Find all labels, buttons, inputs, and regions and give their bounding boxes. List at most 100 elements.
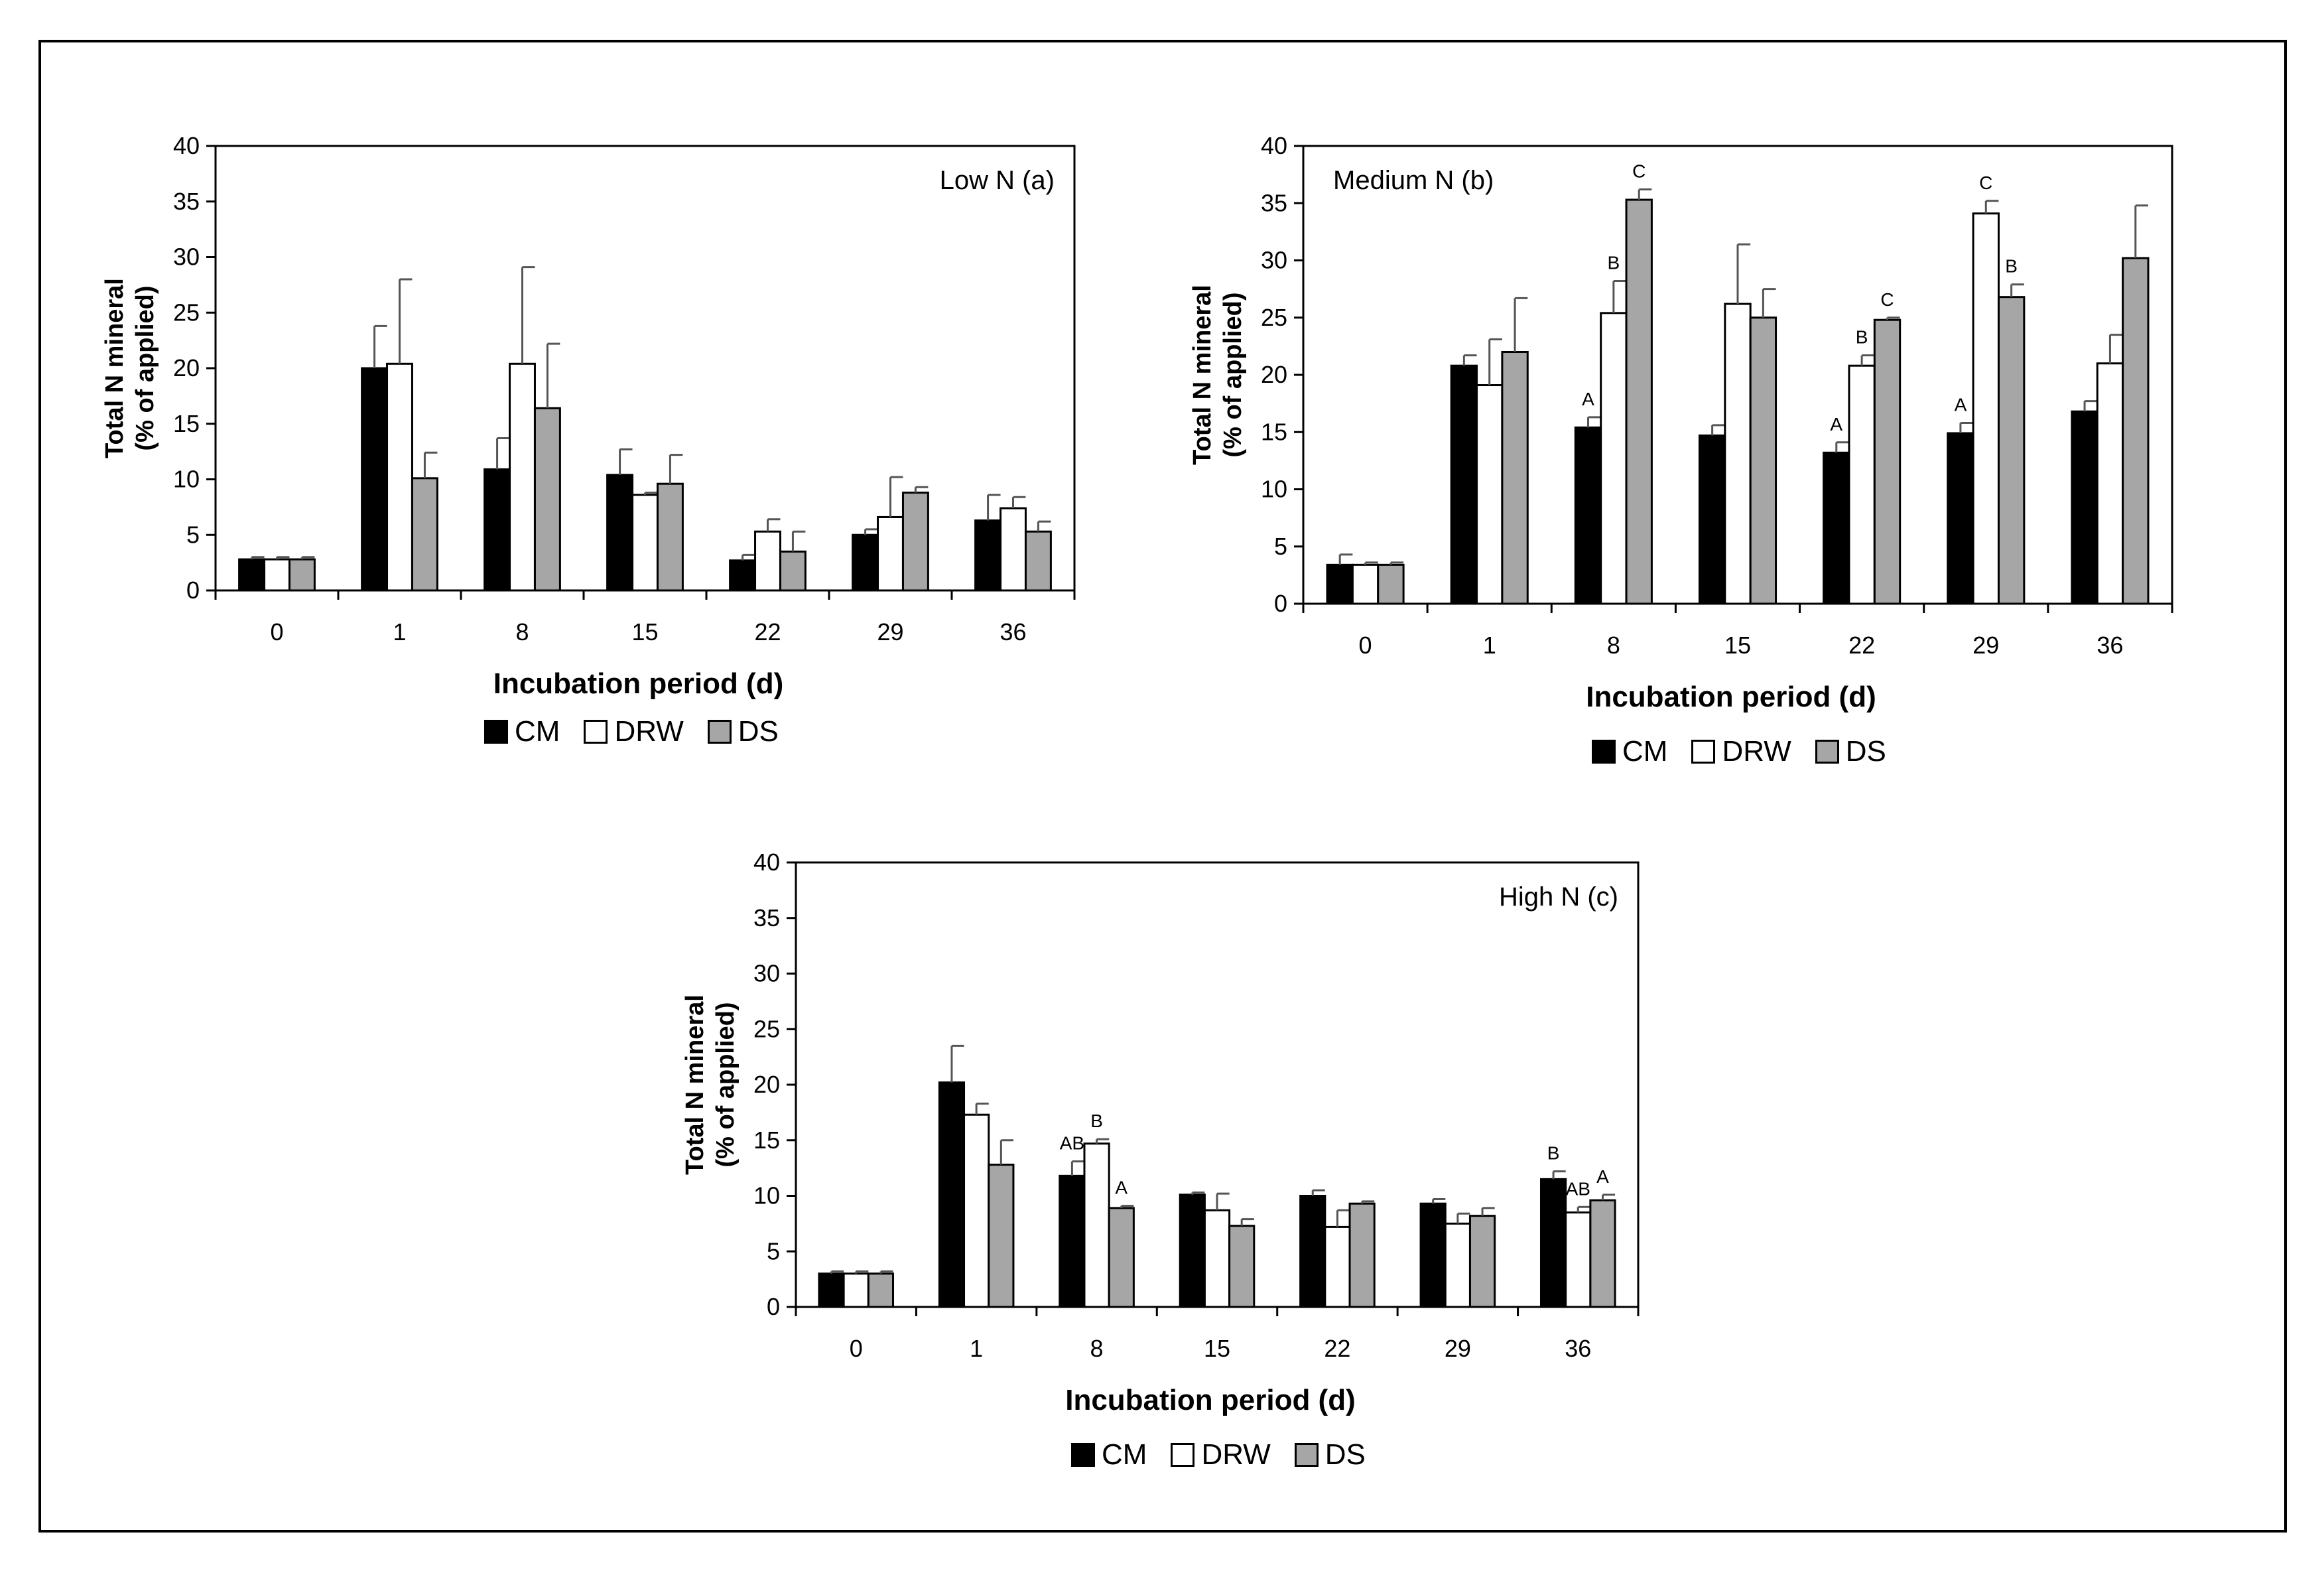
legend-label-cm: CM <box>515 715 560 748</box>
panel-label: Medium N (b) <box>1333 166 1494 195</box>
legend-label-ds: DS <box>1845 735 1886 768</box>
x-tick-label: 15 <box>631 618 658 646</box>
x-tick-label: 0 <box>1359 632 1372 659</box>
y-tick-label: 30 <box>173 243 200 271</box>
significance-letter: AB <box>1060 1133 1084 1154</box>
x-axis-title: Incubation period (d) <box>493 667 784 700</box>
legend-item-drw: DRW <box>1691 735 1791 768</box>
bar-ds <box>1873 318 1902 605</box>
legend-item-cm: CM <box>484 715 560 748</box>
significance-letter: C <box>1880 289 1894 310</box>
y-tick-label: 30 <box>1261 247 1287 274</box>
y-tick-label: 25 <box>173 299 200 326</box>
bar-drw <box>1600 312 1628 605</box>
bar-cm <box>1574 426 1602 605</box>
bar-ds <box>779 550 807 592</box>
x-tick-label: 1 <box>970 1335 983 1362</box>
bar-cm <box>484 468 511 592</box>
legend-label-cm: CM <box>1622 735 1668 768</box>
y-tick-label: 35 <box>173 188 200 215</box>
y-tick-label: 0 <box>186 577 200 604</box>
bar-ds <box>2122 257 2150 605</box>
x-tick-label: 36 <box>1000 618 1026 646</box>
bar-ds <box>1108 1207 1135 1308</box>
legend-label-drw: DRW <box>614 715 684 748</box>
x-tick-label: 0 <box>270 618 283 646</box>
legend: CM DRW DS <box>1071 1438 1389 1471</box>
bar-cm <box>1059 1174 1086 1308</box>
significance-letter: B <box>1608 253 1620 273</box>
y-axis-title: Total N mineral (% of applied) <box>101 278 159 458</box>
bar-cm <box>818 1272 845 1308</box>
chart-panel-low-n: 0 5 10 15 20 25 30 35 40 0 1 8 15 22 29 36 Total N miner… <box>53 126 1088 763</box>
significance-letter: A <box>1115 1178 1128 1198</box>
bar-drw <box>1444 1222 1471 1308</box>
bar-cm <box>1450 364 1478 605</box>
y-tick-label: 15 <box>173 410 200 437</box>
y-tick-label: 20 <box>173 354 200 381</box>
bar-ds <box>1501 351 1529 605</box>
bar-drw <box>1848 364 1876 605</box>
x-tick-label: 22 <box>1324 1335 1350 1362</box>
bar-drw <box>1972 212 2000 605</box>
y-tick-label: 0 <box>767 1293 780 1320</box>
significance-letter: C <box>1632 161 1646 182</box>
bar-cm <box>1539 1178 1567 1308</box>
bar-ds <box>533 407 561 592</box>
x-tick-label: 8 <box>515 618 529 646</box>
legend-swatch-ds <box>1294 1443 1319 1467</box>
y-axis-title-line-2: (% of applied) <box>712 1002 740 1167</box>
y-tick-label: 40 <box>1261 132 1287 159</box>
chart-panel-high-n: 0 5 10 15 20 25 30 35 40 0 1 8 15 22 29 36 Total N miner… <box>633 843 1668 1493</box>
y-axis-title-line-1: Total N mineral <box>1189 285 1216 465</box>
x-tick-label: 1 <box>393 618 406 646</box>
y-axis-title: Total N mineral (% of applied) <box>681 994 740 1175</box>
x-tick-label: 15 <box>1724 632 1751 659</box>
y-tick-label: 5 <box>767 1237 780 1264</box>
x-axis-title: Incubation period (d) <box>1065 1384 1356 1416</box>
chart-svg-medium-n: 0 5 10 15 20 25 30 35 40 0 1 8 15 22 29 36 Total N miner… <box>1189 132 2173 713</box>
bar-cm <box>1299 1195 1326 1308</box>
y-axis-title-line-1: Total N mineral <box>681 994 709 1175</box>
legend-item-ds: DS <box>1815 735 1886 768</box>
y-tick-label: 25 <box>753 1015 780 1042</box>
bar-ds <box>1468 1215 1496 1308</box>
bar-ds <box>1377 563 1405 605</box>
bar-drw <box>754 530 781 592</box>
legend-label-cm: CM <box>1102 1438 1147 1471</box>
x-tick-label: 36 <box>1565 1335 1591 1362</box>
x-tick-label: 1 <box>1483 632 1496 659</box>
legend-label-drw: DRW <box>1201 1438 1271 1471</box>
bar-ds <box>901 492 929 592</box>
y-axis-title-line-2: (% of applied) <box>1219 292 1247 457</box>
legend-item-cm: CM <box>1592 735 1667 768</box>
bar-drw <box>877 515 904 592</box>
significance-letter: C <box>1979 172 1992 193</box>
significance-letter: A <box>1596 1166 1609 1187</box>
bar-drw <box>1000 507 1027 592</box>
legend-swatch-drw <box>1171 1443 1195 1467</box>
y-tick-label: 0 <box>1274 590 1287 617</box>
legend-item-drw: DRW <box>1171 1438 1271 1471</box>
y-tick-label: 20 <box>1261 361 1287 388</box>
significance-letter: A <box>1955 394 1967 415</box>
legend-swatch-ds <box>1815 740 1839 764</box>
bar-drw <box>263 558 290 592</box>
y-tick-label: 15 <box>1261 418 1287 445</box>
bar-drw <box>1351 563 1380 605</box>
legend-swatch-cm <box>1071 1443 1095 1467</box>
legend-item-drw: DRW <box>584 715 684 748</box>
bar-drw <box>842 1272 870 1308</box>
legend-swatch-drw <box>584 720 608 744</box>
bar-cm <box>606 474 634 592</box>
x-axis-title: Incubation period (d) <box>1586 681 1876 713</box>
y-tick-label: 15 <box>753 1126 780 1154</box>
legend: CM DRW DS <box>484 715 803 748</box>
y-tick-label: 5 <box>1274 533 1287 560</box>
chart-svg-high-n: 0 5 10 15 20 25 30 35 40 0 1 8 15 22 29 36 Total N miner… <box>681 849 1640 1416</box>
figure-frame <box>38 40 2287 1533</box>
y-tick-label: 35 <box>753 904 780 931</box>
bar-ds <box>1589 1199 1616 1308</box>
legend-swatch-cm <box>484 720 508 744</box>
x-tick-label: 8 <box>1607 632 1620 659</box>
